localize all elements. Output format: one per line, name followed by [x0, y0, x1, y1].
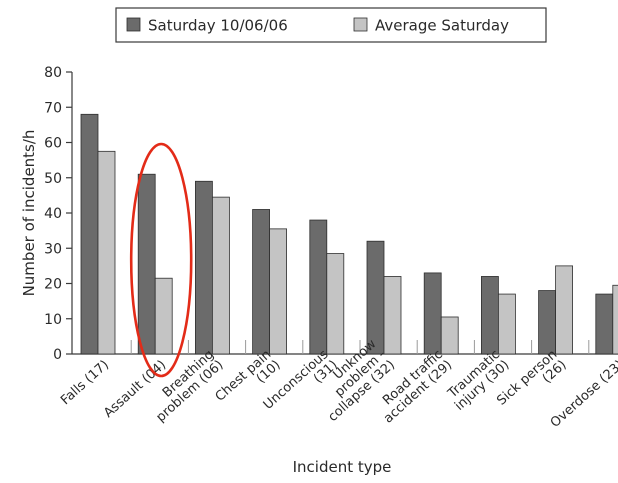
- y-tick-label: 50: [44, 171, 62, 187]
- bar-average: [497, 293, 516, 355]
- bar-average: [269, 228, 288, 355]
- y-tick-label: 10: [44, 312, 62, 328]
- category-label-line: Falls (17): [58, 358, 112, 409]
- bar-saturday: [423, 272, 442, 355]
- bar-average: [154, 277, 173, 355]
- bar-saturday: [309, 219, 328, 355]
- bars-group: [80, 113, 618, 355]
- bar-saturday: [80, 113, 99, 355]
- x-axis-title: Incident type: [293, 458, 392, 476]
- bar-saturday: [595, 293, 614, 355]
- y-tick-label: 0: [53, 347, 62, 363]
- category-label: Falls (17): [58, 358, 112, 409]
- y-axis: 0 10 20 30 40 50 60 70 80: [44, 65, 73, 363]
- highlight-annotation: [129, 142, 193, 378]
- legend-label: Saturday 10/06/06: [148, 17, 288, 35]
- chart-legend: Saturday 10/06/06 Average Saturday: [115, 7, 547, 43]
- bar-average: [383, 276, 402, 355]
- bar-saturday: [137, 173, 156, 355]
- y-axis-title: Number of incidents/h: [20, 130, 38, 297]
- bar-saturday: [538, 290, 556, 355]
- bar-average: [612, 284, 618, 355]
- legend-label: Average Saturday: [375, 17, 509, 35]
- bar-average: [97, 150, 116, 355]
- y-tick-label: 20: [44, 277, 62, 293]
- bar-average: [211, 196, 230, 355]
- y-tick-label: 40: [44, 206, 62, 222]
- bar-saturday: [480, 276, 499, 355]
- bar-saturday: [252, 209, 271, 355]
- legend-swatch: [126, 17, 141, 32]
- bar-saturday: [194, 180, 213, 355]
- y-tick-label: 70: [44, 100, 62, 116]
- y-tick-label: 80: [44, 65, 62, 81]
- legend-box: [115, 7, 547, 43]
- bar-average: [440, 316, 459, 355]
- category-label: Sick person(26): [494, 347, 569, 408]
- bar-average: [555, 265, 573, 355]
- bar-average: [326, 253, 345, 355]
- highlight-ellipse: [129, 142, 193, 378]
- legend-swatch: [353, 17, 368, 32]
- y-tick-label: 60: [44, 136, 62, 152]
- y-tick-label: 30: [44, 241, 62, 257]
